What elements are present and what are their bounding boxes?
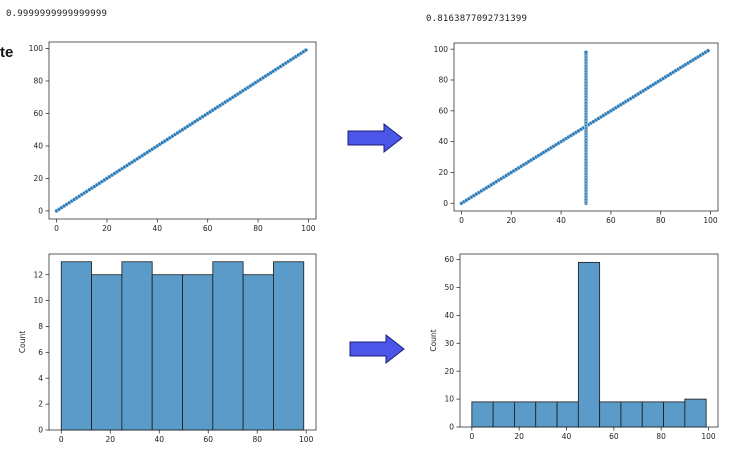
hist-left-ytick-label: 10	[33, 296, 43, 305]
hist-right-bar	[577, 261, 601, 428]
hist-left-bar	[212, 261, 244, 431]
scatter-left-ytick-label: 100	[29, 44, 44, 53]
scatter-left-ytick-label: 40	[33, 142, 43, 151]
hist-right-ylabel: Count	[429, 329, 438, 351]
hist-left-bar	[91, 274, 123, 431]
scatter-left-ytick-label: 60	[33, 109, 43, 118]
scatter-left-ytick-label: 0	[38, 206, 43, 215]
scatter-right-ytick-label: 100	[434, 45, 449, 54]
scatter-right-ytick-label: 0	[443, 199, 448, 208]
scatter-right-point	[583, 50, 589, 55]
hist-left-bar	[60, 261, 92, 431]
scatter-right-xtick-label: 100	[703, 216, 718, 225]
correlation-right: 0.8163877092731399	[426, 14, 528, 24]
hist-left-ytick-label: 2	[38, 400, 43, 409]
scatter-left-xtick-label: 60	[203, 224, 213, 233]
scatter-right-ytick-label: 20	[438, 168, 448, 177]
hist-right-bar	[599, 401, 622, 428]
cropped-side-text: te	[0, 44, 14, 61]
hist-right-xtick-label: 60	[609, 432, 619, 441]
scatter-left-frame	[48, 41, 317, 220]
scatter-right-xtick-label: 0	[459, 216, 464, 225]
arrow-right-bottom-icon	[349, 333, 405, 365]
hist-left-bar	[182, 274, 214, 431]
hist-right-ytick-label: 0	[449, 423, 454, 432]
hist-right-ytick-label: 50	[444, 283, 454, 292]
hist-right-ytick-label: 10	[444, 395, 454, 404]
hist-right-bar	[471, 401, 494, 428]
hist-right-ytick-label: 40	[444, 311, 454, 320]
hist-right-xtick-label: 80	[656, 432, 666, 441]
hist-right-bar	[556, 401, 579, 428]
hist-right-xtick-label: 0	[469, 432, 474, 441]
scatter-left-xtick-label: 100	[301, 224, 316, 233]
hist-right-xtick-label: 20	[514, 432, 524, 441]
scatter-left-ytick-label: 20	[33, 174, 43, 183]
hist-right-xtick-label: 100	[701, 432, 716, 441]
hist-left-ytick-label: 12	[33, 270, 43, 279]
scatter-left-xtick-label: 40	[153, 224, 163, 233]
scatter-left-xtick-label: 0	[54, 224, 59, 233]
scatter-right-ytick-label: 80	[438, 76, 448, 85]
hist-left-xtick-label: 100	[299, 435, 314, 444]
hist-right-bar	[492, 401, 515, 428]
hist-right-bar	[620, 401, 643, 428]
hist-left-ytick-label: 6	[38, 348, 43, 357]
hist-left-ytick-label: 8	[38, 322, 43, 331]
hist-left-bar	[242, 274, 274, 431]
scatter-right-xtick-label: 60	[606, 216, 616, 225]
hist-right-ytick-label: 20	[444, 367, 454, 376]
scatter-left-xtick-label: 80	[253, 224, 263, 233]
hist-left-ytick-label: 4	[38, 374, 43, 383]
hist-left-xtick-label: 80	[252, 435, 262, 444]
hist-right-ytick-label: 30	[444, 339, 454, 348]
hist-right-bar	[641, 401, 664, 428]
scatter-right-xtick-label: 40	[556, 216, 566, 225]
hist-left-xtick-label: 20	[105, 435, 115, 444]
hist-left-bar	[121, 261, 153, 431]
scatter-left-xtick-label: 20	[102, 224, 112, 233]
scatter-right-ytick-label: 40	[438, 137, 448, 146]
hist-right-bar	[514, 401, 537, 428]
hist-right-xtick-label: 40	[562, 432, 572, 441]
correlation-left: 0.9999999999999999	[6, 9, 108, 19]
hist-right-bar	[535, 401, 558, 428]
hist-left-ylabel: Count	[18, 331, 27, 353]
scatter-right-xtick-label: 80	[656, 216, 666, 225]
scatter-right-ytick-label: 60	[438, 106, 448, 115]
hist-left-xtick-label: 0	[59, 435, 64, 444]
arrow-right-top-icon	[347, 122, 403, 154]
scatter-right-xtick-label: 20	[507, 216, 517, 225]
scatter-right-point	[705, 48, 711, 53]
scatter-left-point	[303, 48, 308, 53]
hist-left-bar	[151, 274, 183, 431]
hist-left-ytick-label: 0	[38, 426, 43, 435]
hist-left-xtick-label: 40	[154, 435, 164, 444]
hist-left-bar	[273, 261, 305, 431]
hist-right-ytick-label: 60	[444, 255, 454, 264]
hist-right-bar	[684, 398, 707, 428]
scatter-right-frame	[453, 42, 719, 212]
hist-right-bar	[663, 401, 686, 428]
hist-left-xtick-label: 60	[203, 435, 213, 444]
scatter-left-ytick-label: 80	[33, 77, 43, 86]
